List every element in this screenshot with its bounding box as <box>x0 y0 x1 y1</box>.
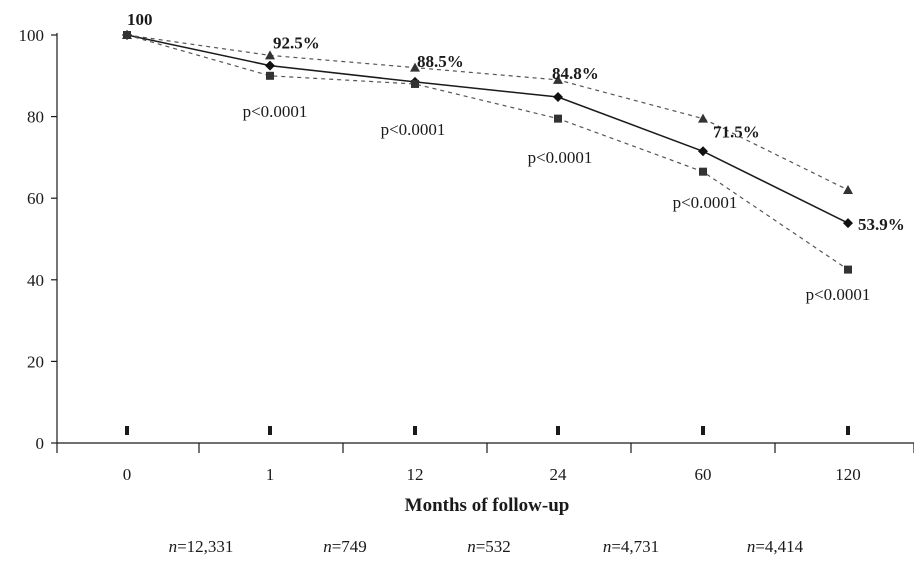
diamond-point <box>265 61 275 71</box>
triangle-point <box>843 185 853 194</box>
x-tick-label: 12 <box>407 465 424 484</box>
y-tick-label: 20 <box>27 352 44 371</box>
y-tick-label: 40 <box>27 271 44 290</box>
p-value-label: p<0.0001 <box>381 120 446 139</box>
triangle-point <box>698 114 708 123</box>
category-marker <box>413 426 417 435</box>
category-marker <box>846 426 850 435</box>
p-value-label: p<0.0001 <box>243 102 308 121</box>
category-marker <box>268 426 272 435</box>
n-symbol: n <box>169 537 178 556</box>
n-symbol: n <box>747 537 756 556</box>
y-tick-label: 60 <box>27 189 44 208</box>
sample-size-label: n=4,414 <box>747 537 804 556</box>
n-value: =532 <box>476 537 511 556</box>
n-value: =12,331 <box>177 537 233 556</box>
value-label: 88.5% <box>417 52 464 71</box>
sample-size-label: n=749 <box>323 537 367 556</box>
sample-size-label: n=532 <box>467 537 511 556</box>
series-line-square <box>127 35 848 270</box>
value-label: 71.5% <box>713 122 760 141</box>
y-tick-label: 0 <box>36 434 45 453</box>
x-tick-label: 120 <box>835 465 861 484</box>
value-label: 92.5% <box>273 34 320 53</box>
diamond-point <box>698 146 708 156</box>
x-tick-label: 0 <box>123 465 132 484</box>
square-point <box>699 168 707 176</box>
sample-size-label: n=12,331 <box>169 537 234 556</box>
x-axis-title: Months of follow-up <box>405 495 570 516</box>
x-tick-label: 1 <box>266 465 275 484</box>
x-tick-label: 24 <box>550 465 568 484</box>
category-marker <box>701 426 705 435</box>
series-layer <box>122 30 853 274</box>
category-marker <box>125 426 129 435</box>
square-point <box>554 115 562 123</box>
n-value: =4,414 <box>755 537 803 556</box>
p-value-label: p<0.0001 <box>806 285 871 304</box>
n-value: =4,731 <box>611 537 659 556</box>
value-label: 84.8% <box>552 64 599 83</box>
p-value-label: p<0.0001 <box>673 193 738 212</box>
y-tick-label: 80 <box>27 108 44 127</box>
value-label: 100 <box>127 10 153 29</box>
n-value: =749 <box>332 537 367 556</box>
n-symbol: n <box>603 537 612 556</box>
diamond-point <box>553 92 563 102</box>
p-value-label: p<0.0001 <box>528 148 593 167</box>
axes: 0 20 40 60 80 100 0 1 12 24 60 120 <box>19 26 914 484</box>
square-point <box>411 80 419 88</box>
value-label: 53.9% <box>858 215 905 234</box>
diamond-point <box>843 218 853 228</box>
square-point <box>266 72 274 80</box>
x-tick-label: 60 <box>695 465 712 484</box>
y-tick-label: 100 <box>19 26 45 45</box>
square-point <box>123 31 131 39</box>
n-symbol: n <box>467 537 476 556</box>
n-symbol: n <box>323 537 332 556</box>
sample-size-label: n=4,731 <box>603 537 659 556</box>
square-point <box>844 266 852 274</box>
category-marker <box>556 426 560 435</box>
